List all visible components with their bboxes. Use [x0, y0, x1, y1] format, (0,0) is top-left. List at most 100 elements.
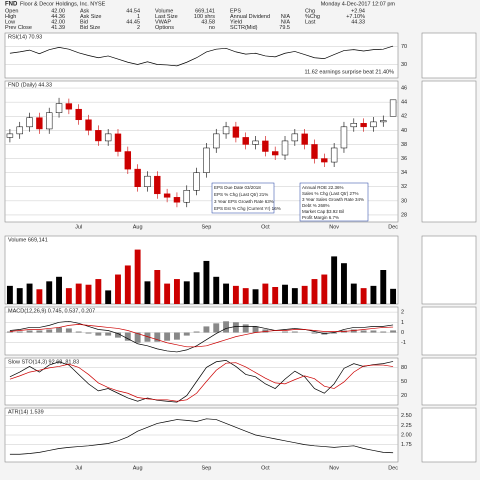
histogram-bar	[262, 329, 269, 333]
y-tick-label: 44	[401, 100, 407, 106]
y-tick-label: 1.75	[401, 442, 412, 448]
timestamp: Monday 4-Dec-2017 12:07 pm	[321, 1, 396, 7]
annotation: 11.62 earnings surprise beat 21.40%	[305, 69, 395, 75]
y-tick-label: 70	[401, 44, 407, 50]
candle-body	[291, 133, 299, 142]
quote-label: Yield	[230, 19, 242, 25]
candle-body	[95, 130, 102, 142]
volume-bar	[291, 288, 298, 304]
y-tick-label: -1	[401, 340, 406, 346]
zoom-frame	[421, 80, 477, 223]
candle-body	[85, 119, 92, 131]
info-text: Debt % 268%	[302, 203, 330, 208]
quote-value: 44.54	[126, 8, 140, 14]
histogram-bar	[16, 331, 23, 333]
y-tick-label: 20	[401, 393, 407, 399]
panel-label: Slow STO(14,3) 92.68, 81.83	[8, 359, 79, 365]
volume-bar	[46, 281, 53, 304]
candle-body	[281, 140, 289, 156]
histogram-bar	[331, 332, 338, 334]
volume-bar	[95, 279, 102, 304]
x-tick-label: Oct	[261, 465, 270, 471]
quote-value: 44.45	[126, 19, 140, 25]
candle-body	[370, 121, 377, 128]
candle-body	[124, 151, 132, 170]
quote-value: 42.00	[51, 19, 65, 25]
candle-body	[55, 103, 63, 113]
candle-body	[330, 147, 338, 163]
candle-body	[262, 140, 269, 152]
candle-body	[203, 147, 210, 173]
candle-body	[389, 99, 397, 117]
y-tick-label: 28	[401, 212, 407, 218]
candle-body	[163, 193, 171, 198]
histogram-bar	[390, 330, 397, 333]
volume-bar	[173, 279, 180, 304]
panel-label: Volume 669,141	[8, 237, 48, 243]
candle-body	[154, 175, 161, 195]
candle-body	[242, 137, 249, 145]
series-line	[9, 45, 394, 67]
candle-body	[340, 126, 348, 149]
volume-bar	[134, 249, 141, 304]
histogram-bar	[56, 327, 62, 333]
zoom-frame	[421, 357, 477, 406]
quote-value: 669,141	[195, 8, 215, 14]
volume-bar	[262, 283, 269, 304]
histogram-bar	[46, 329, 53, 333]
x-tick-label: Sep	[202, 465, 212, 471]
volume-bar	[26, 283, 33, 304]
quote-value: 44.33	[351, 19, 365, 25]
quote-label: SCTR(Mid)	[230, 25, 258, 31]
volume-bar	[321, 274, 328, 304]
x-tick-label: Aug	[133, 224, 143, 230]
quote-label: Options	[155, 25, 174, 31]
candle-body	[114, 133, 122, 152]
zoom-frame	[421, 407, 477, 463]
quote-label: Open	[5, 8, 18, 14]
candle-body	[104, 133, 112, 142]
candle-body	[134, 168, 141, 187]
histogram-bar	[183, 332, 190, 336]
zoom-frame	[421, 32, 477, 79]
volume-bar	[242, 288, 249, 304]
candle-body	[36, 117, 43, 130]
volume-bar	[311, 279, 318, 304]
volume-bar	[56, 276, 62, 304]
candle-body	[75, 108, 82, 121]
quote-value: 100 shrs	[194, 14, 215, 20]
y-tick-label: 2.25	[401, 423, 412, 429]
y-tick-label: 30	[401, 62, 407, 68]
x-tick-label: Dec	[388, 465, 398, 471]
histogram-bar	[380, 331, 387, 333]
quote-label: Last	[305, 19, 316, 25]
histogram-bar	[213, 323, 220, 333]
y-tick-label: 50	[401, 379, 407, 385]
histogram-bar	[115, 332, 121, 338]
quote-label: Volume	[155, 8, 173, 14]
histogram-bar	[350, 329, 357, 333]
candle-body	[26, 117, 33, 128]
histogram-bar	[134, 332, 141, 343]
histogram-bar	[6, 331, 13, 333]
quote-value: 1	[137, 14, 140, 20]
candle-body	[65, 103, 73, 110]
volume-bar	[360, 288, 367, 304]
zoom-frame	[421, 306, 477, 356]
volume-bar	[75, 283, 82, 304]
candle-body	[144, 175, 151, 188]
y-tick-label: 42	[401, 114, 407, 120]
volume-bar	[331, 256, 338, 304]
candle-body	[380, 120, 387, 123]
info-text: 3 Year EPS Growth Rate 63%	[214, 199, 274, 204]
series-line	[9, 359, 394, 403]
quote-value: 41.39	[51, 25, 65, 31]
series-line	[9, 418, 394, 455]
info-text: EPS % Chg (Last Qtr) 21%	[214, 192, 268, 197]
volume-bar	[154, 270, 161, 304]
quote-value: +2.94	[351, 8, 365, 14]
candle-body	[173, 197, 181, 203]
histogram-bar	[26, 330, 33, 333]
histogram-bar	[105, 332, 112, 336]
histogram-bar	[193, 331, 200, 333]
